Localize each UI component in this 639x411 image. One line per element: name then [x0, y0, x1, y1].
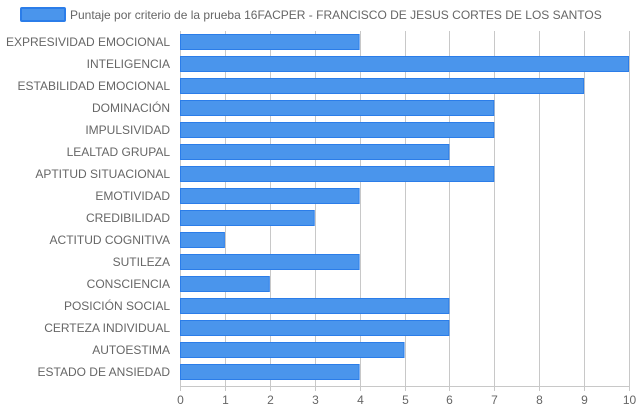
bar[interactable] — [180, 254, 360, 270]
x-tick-label: 9 — [581, 393, 588, 407]
x-axis-ticks: 0 1 2 3 4 5 6 7 8 9 10 — [177, 393, 636, 407]
category-label: CONSCIENCIA — [87, 277, 170, 291]
category-label: POSICIÓN SOCIAL — [64, 298, 170, 313]
bars — [180, 34, 629, 380]
bar[interactable] — [180, 364, 360, 380]
category-label: DOMINACIÓN — [92, 100, 170, 115]
category-label: ESTABILIDAD EMOCIONAL — [18, 79, 171, 93]
bar[interactable] — [180, 78, 585, 94]
category-label: ACTITUD COGNITIVA — [50, 233, 170, 247]
bar[interactable] — [180, 276, 270, 292]
legend[interactable]: Puntaje por criterio de la prueba 16FACP… — [20, 7, 602, 22]
x-tick-label: 10 — [623, 393, 637, 407]
category-label: SUTILEZA — [113, 255, 170, 269]
category-label: IMPULSIVIDAD — [85, 123, 170, 137]
bar[interactable] — [180, 34, 360, 50]
legend-swatch — [20, 7, 66, 22]
legend-label: Puntaje por criterio de la prueba 16FACP… — [70, 8, 602, 22]
bar[interactable] — [180, 122, 495, 138]
bar[interactable] — [180, 144, 450, 160]
category-label: AUTOESTIMA — [92, 343, 170, 357]
bar[interactable] — [180, 166, 495, 182]
bar[interactable] — [180, 232, 225, 248]
x-tick-label: 2 — [267, 393, 274, 407]
category-label: INTELIGENCIA — [87, 57, 170, 71]
category-label: APTITUD SITUACIONAL — [35, 167, 170, 181]
bar[interactable] — [180, 210, 315, 226]
category-labels: EXPRESIVIDAD EMOCIONAL INTELIGENCIA ESTABI… — [6, 35, 170, 379]
category-label: CERTEZA INDIVIDUAL — [44, 321, 170, 335]
category-label: ESTADO DE ANSIEDAD — [38, 365, 171, 379]
category-label: EXPRESIVIDAD EMOCIONAL — [6, 35, 170, 49]
bar[interactable] — [180, 100, 495, 116]
x-tick-label: 5 — [402, 393, 409, 407]
category-label: EMOTIVIDAD — [95, 189, 170, 203]
bar[interactable] — [180, 298, 450, 314]
x-tick-label: 7 — [491, 393, 498, 407]
x-tick-label: 0 — [177, 393, 184, 407]
x-tick-label: 4 — [357, 393, 364, 407]
category-label: CREDIBILIDAD — [86, 211, 170, 225]
category-label: LEALTAD GRUPAL — [67, 145, 171, 159]
x-tick-label: 6 — [446, 393, 453, 407]
bar[interactable] — [180, 342, 405, 358]
x-tick-label: 8 — [536, 393, 543, 407]
x-tick-label: 3 — [312, 393, 319, 407]
bar[interactable] — [180, 320, 450, 336]
bar[interactable] — [180, 188, 360, 204]
x-tick-label: 1 — [222, 393, 229, 407]
bar[interactable] — [180, 56, 629, 72]
